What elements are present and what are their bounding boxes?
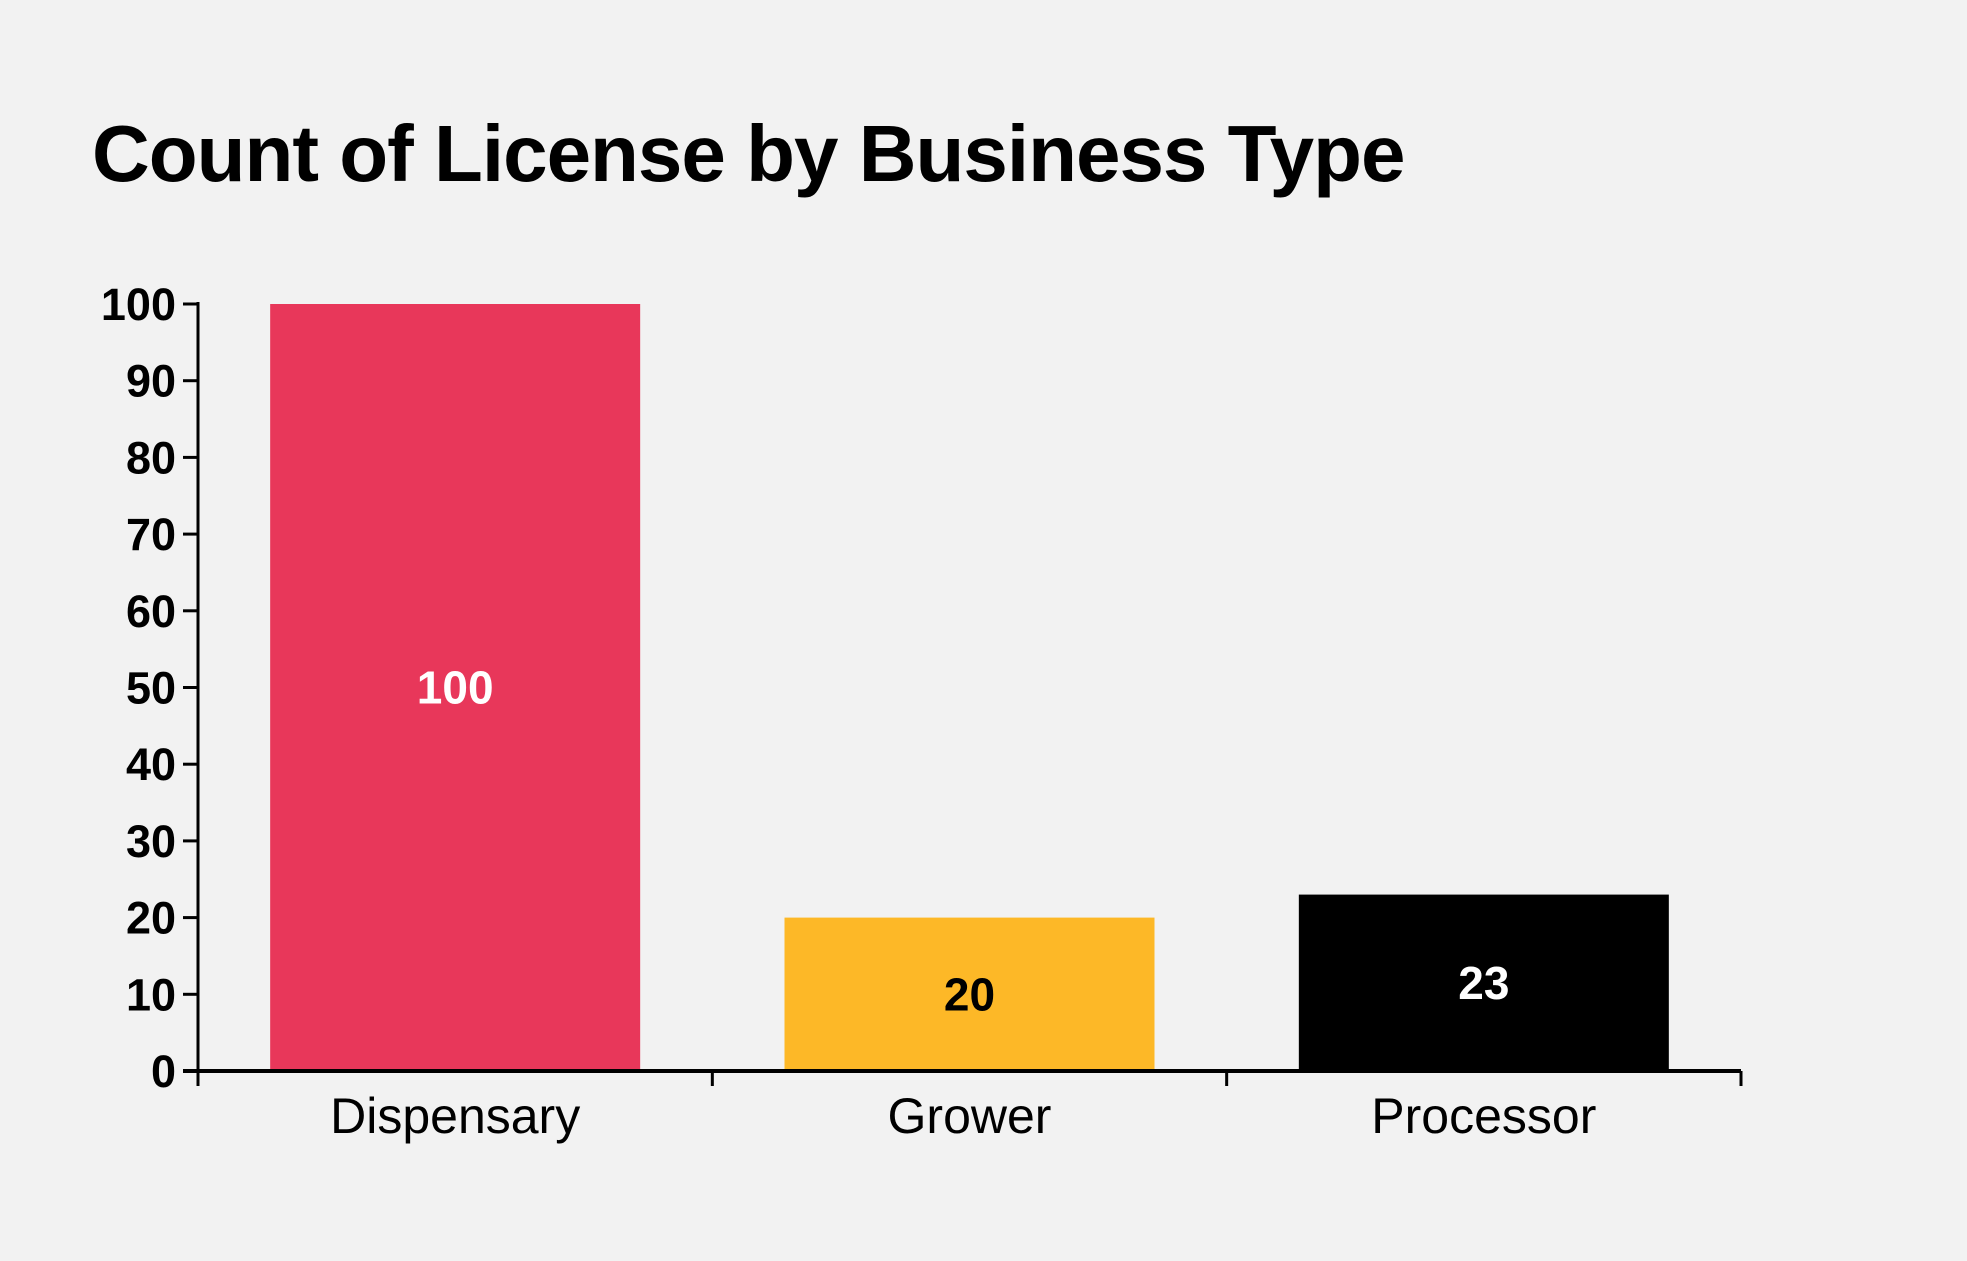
y-tick-label: 30: [126, 816, 176, 867]
bar-processor: [1298, 894, 1669, 1071]
y-tick-label: 80: [126, 432, 176, 483]
y-tick-label: 90: [126, 356, 176, 407]
chart-title: Count of License by Business Type: [92, 109, 1405, 198]
y-tick-label: 20: [126, 893, 176, 944]
y-tick-label: 60: [126, 586, 176, 637]
x-tick-label: Dispensary: [330, 1088, 580, 1144]
y-tick-label: 100: [101, 279, 176, 330]
y-tick-label: 10: [126, 969, 176, 1020]
bar-dispensary: [270, 304, 641, 1071]
y-tick-label: 50: [126, 663, 176, 714]
bar-grower: [784, 917, 1155, 1071]
y-tick-label: 70: [126, 509, 176, 560]
x-tick-label: Grower: [888, 1088, 1052, 1144]
data-label-processor: 23: [1458, 957, 1509, 1009]
data-label-grower: 20: [944, 968, 995, 1020]
data-label-dispensary: 100: [417, 662, 494, 714]
y-tick-label: 40: [126, 739, 176, 790]
y-tick-label: 0: [151, 1046, 176, 1097]
x-tick-label: Processor: [1371, 1088, 1596, 1144]
